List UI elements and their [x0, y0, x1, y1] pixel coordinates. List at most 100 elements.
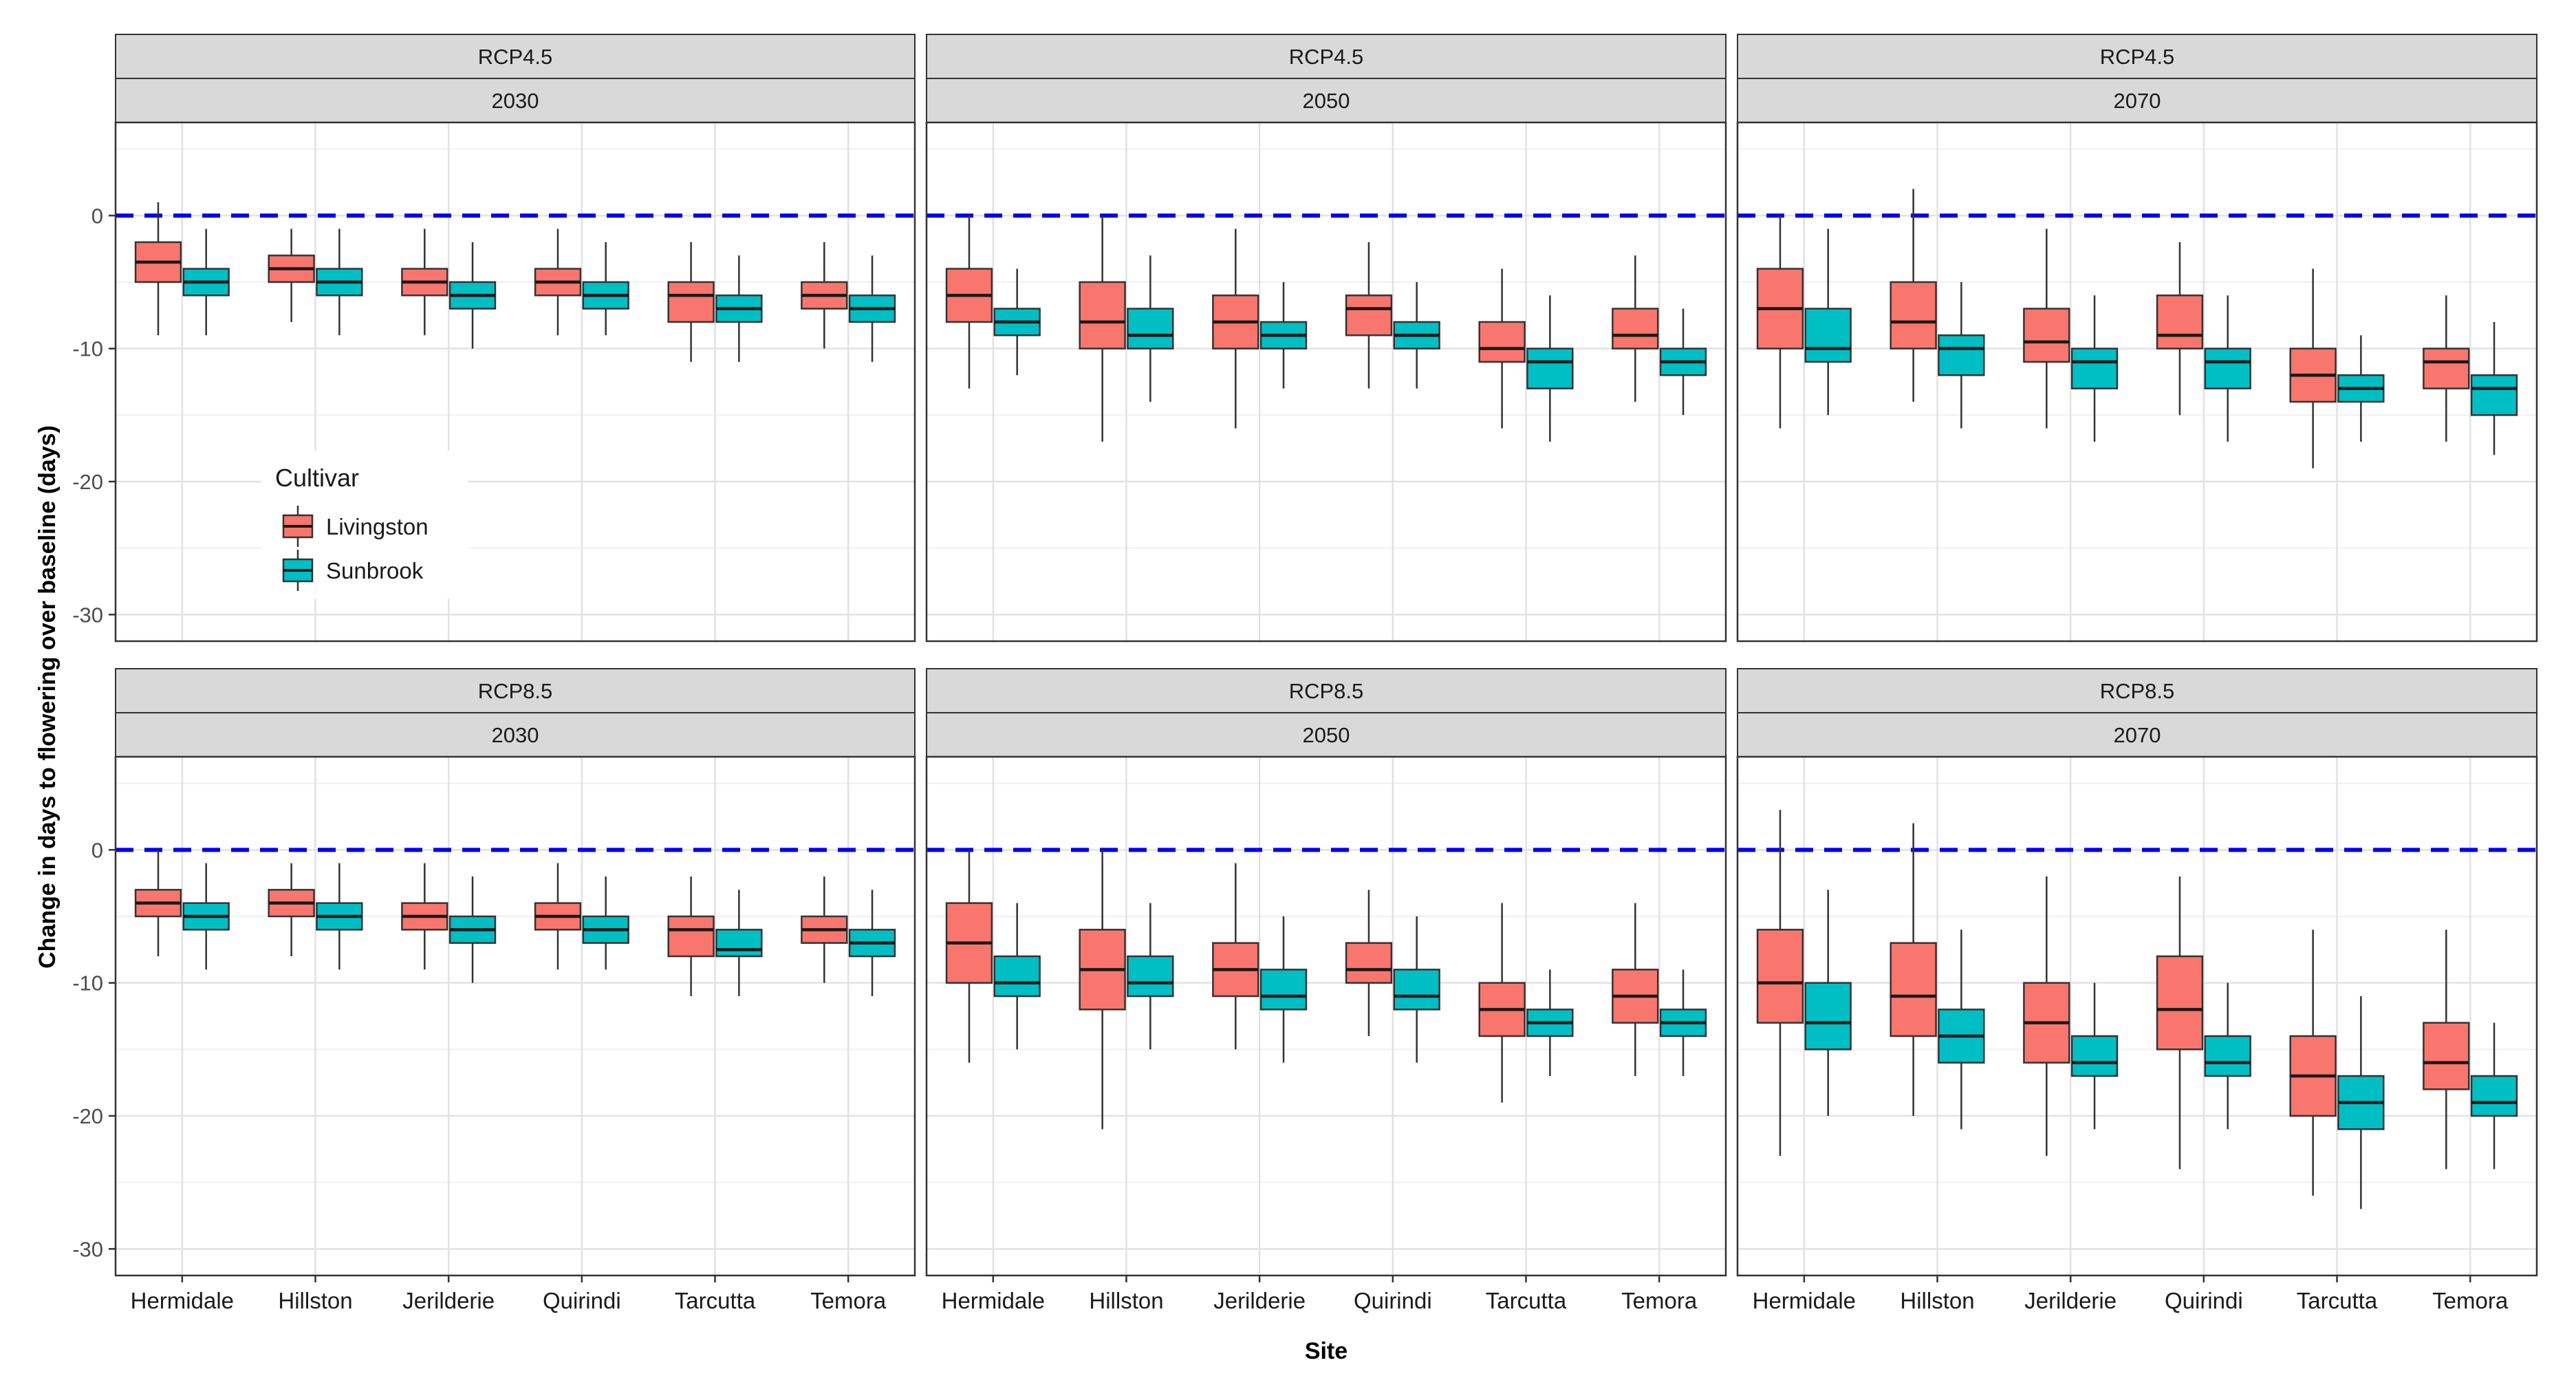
facet-strip-scenario: [1737, 668, 2537, 713]
box-livingston-jerilderie: [1212, 863, 1259, 1050]
box-sunbrook-jerilderie: [1259, 282, 1308, 389]
box-iqr: [2423, 1022, 2470, 1090]
legend-label: Sunbrook: [326, 558, 424, 583]
box-sunbrook-jerilderie: [448, 876, 497, 983]
box-iqr: [1345, 942, 1393, 984]
box-livingston-hillston: [1890, 189, 1937, 402]
facet-strip-year: [1737, 712, 2537, 757]
x-tick-label-jerilderie: Jerilderie: [402, 1288, 495, 1313]
plot-area: [927, 757, 1726, 1275]
box-livingston-quirindi: [534, 863, 582, 970]
box-livingston-hillston: [1890, 823, 1937, 1116]
box-livingston-hillston: [268, 228, 315, 322]
facet-scenario-label: RCP4.5: [2100, 45, 2175, 69]
box-sunbrook-jerilderie: [2070, 295, 2119, 442]
x-tick-label-quirindi: Quirindi: [2165, 1288, 2243, 1313]
facet-scenario-label: RCP8.5: [1289, 679, 1364, 703]
box-sunbrook-quirindi: [1393, 916, 1440, 1063]
box-iqr: [1127, 955, 1174, 998]
x-tick-label-hillston: Hillston: [278, 1288, 352, 1313]
box-livingston-hillston: [1079, 850, 1126, 1130]
facet-strip-year: [926, 712, 1727, 757]
x-tick-label-hillston: Hillston: [1900, 1288, 1974, 1313]
box-livingston-tarcutta: [667, 242, 715, 362]
box-sunbrook-tarcutta: [2337, 996, 2385, 1209]
x-tick-label-temora: Temora: [2432, 1288, 2509, 1313]
box-sunbrook-quirindi: [582, 876, 629, 970]
legend-item-sunbrook: Sunbrook: [282, 550, 424, 591]
box-livingston-temora: [801, 876, 848, 983]
box-sunbrook-hillston: [316, 863, 363, 970]
box-iqr: [1804, 308, 1852, 363]
y-tick-label: -20: [72, 1104, 103, 1128]
box-livingston-jerilderie: [2023, 228, 2070, 429]
box-sunbrook-hermidale: [1804, 890, 1852, 1116]
x-tick-label-jerilderie: Jerilderie: [2024, 1288, 2117, 1313]
box-livingston-quirindi: [1345, 890, 1393, 1036]
box-livingston-temora: [2423, 295, 2470, 442]
box-livingston-quirindi: [2156, 876, 2204, 1170]
box-sunbrook-tarcutta: [1526, 969, 1574, 1076]
facet-strip-scenario: [115, 34, 916, 79]
facet-scenario-label: RCP4.5: [478, 45, 553, 69]
x-tick-label-hermidale: Hermidale: [942, 1288, 1045, 1313]
box-iqr: [2204, 347, 2251, 389]
facet-year-label: 2030: [492, 723, 539, 747]
facet-strip-year: [115, 78, 916, 123]
facet-strip-scenario: [1737, 34, 2537, 79]
y-tick-label: -10: [72, 971, 103, 995]
legend: Cultivar Livingston Sunbrook: [261, 451, 468, 599]
box-sunbrook-hermidale: [182, 228, 230, 336]
box-iqr: [1079, 281, 1126, 349]
plot-area: [1738, 757, 2537, 1275]
box-iqr: [2023, 308, 2070, 363]
x-axis-title: Site: [1305, 1338, 1347, 1364]
box-sunbrook-tarcutta: [2337, 335, 2385, 442]
box-iqr: [1612, 308, 1659, 349]
box-sunbrook-temora: [2470, 1022, 2518, 1170]
box-iqr: [2156, 955, 2204, 1051]
box-iqr: [2423, 347, 2470, 389]
box-sunbrook-hermidale: [993, 903, 1041, 1050]
y-tick-label: -10: [72, 337, 103, 361]
box-livingston-tarcutta: [1478, 903, 1526, 1103]
box-livingston-hermidale: [945, 215, 993, 389]
box-sunbrook-jerilderie: [2070, 982, 2119, 1130]
box-sunbrook-hillston: [1127, 903, 1174, 1050]
box-iqr: [2070, 1035, 2119, 1077]
box-livingston-quirindi: [534, 228, 582, 336]
box-sunbrook-temora: [1659, 308, 1707, 416]
facet-year-label: 2070: [2114, 89, 2161, 113]
box-sunbrook-hillston: [1938, 282, 1985, 429]
box-sunbrook-temora: [848, 255, 896, 362]
box-iqr: [2204, 1035, 2251, 1077]
facet-strip-scenario: [115, 668, 916, 713]
x-tick-label-quirindi: Quirindi: [1354, 1288, 1432, 1313]
box-sunbrook-tarcutta: [715, 255, 763, 362]
facet-strip-year: [926, 78, 1727, 123]
box-livingston-hillston: [1079, 215, 1126, 442]
box-iqr: [1393, 969, 1440, 1011]
panel-border: [1736, 121, 2538, 643]
box-sunbrook-temora: [2470, 322, 2518, 455]
y-tick-label: -30: [72, 603, 103, 627]
box-livingston-hermidale: [134, 850, 182, 956]
box-livingston-jerilderie: [1212, 228, 1259, 429]
legend-item-livingston: Livingston: [282, 506, 429, 547]
box-iqr: [2470, 1075, 2518, 1117]
facet-scenario-label: RCP8.5: [2100, 679, 2175, 703]
box-livingston-jerilderie: [2023, 876, 2070, 1156]
panel-rcp8-5-2070: RCP8.5 2070 Hermidale Hillston Jerilderie Qui…: [1736, 668, 2538, 1313]
box-sunbrook-hermidale: [182, 863, 230, 970]
box-iqr: [2156, 294, 2204, 349]
box-sunbrook-tarcutta: [1526, 295, 1574, 442]
box-livingston-hermidale: [1756, 810, 1804, 1156]
box-iqr: [2470, 374, 2518, 416]
panel-rcp8-5-2050: RCP8.5 2050 Hermidale Hillston Jerilderie Qui…: [925, 668, 1727, 1313]
box-iqr: [667, 281, 715, 323]
y-tick-label: -20: [72, 470, 103, 494]
box-livingston-hermidale: [134, 202, 182, 336]
box-sunbrook-temora: [1659, 969, 1707, 1076]
